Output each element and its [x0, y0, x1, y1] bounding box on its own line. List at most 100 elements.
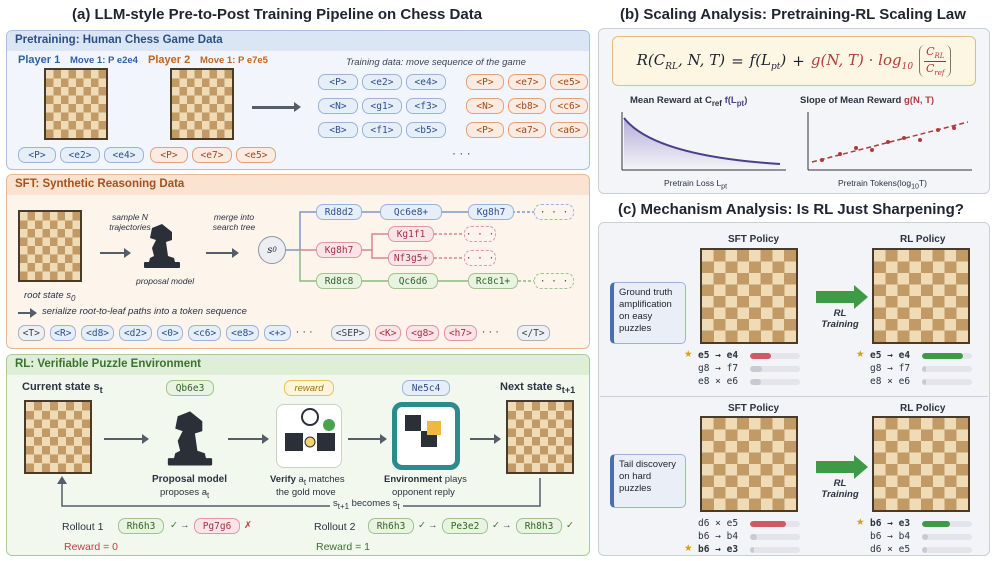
- rl-training-label-1: RL Training: [821, 308, 859, 330]
- sft-policy-title-2: SFT Policy: [728, 403, 780, 414]
- proposed-move: Qb6e3: [166, 380, 214, 396]
- rollout2-arrow: →: [428, 520, 438, 531]
- case1-label: Ground truth amplification on easy puzzl…: [610, 282, 686, 344]
- probability-fill: [922, 521, 950, 527]
- reward2: Reward = 1: [316, 541, 370, 553]
- pretrain-token: <N>: [318, 98, 358, 114]
- env-move: Ne5c4: [402, 380, 450, 396]
- verify-label-2: the gold move: [276, 487, 336, 498]
- rollout1-check: ✓: [170, 520, 178, 531]
- root-state-label: root state s0: [24, 290, 76, 303]
- sequence-ellipsis: · · ·: [295, 326, 313, 338]
- sequence-token: <d8>: [81, 325, 114, 341]
- player1-label: Player 1: [18, 54, 61, 66]
- probability-bar: [750, 366, 800, 372]
- plot2-scatter: [807, 112, 972, 171]
- tree-node: Qc6d6: [388, 273, 438, 289]
- chessboard-player1: [44, 68, 108, 140]
- rollout2-move: Rh8h3: [516, 518, 562, 534]
- probability-bar: [922, 366, 972, 372]
- star-icon: ★: [684, 543, 693, 554]
- rollout1-cross: ✗: [244, 520, 252, 531]
- tree-node: Kg1f1: [388, 226, 434, 242]
- case2-label: Tail discovery on hard puzzles: [610, 454, 686, 508]
- plot1-xlabel: Pretrain Loss Lpt: [664, 178, 728, 191]
- star-icon: ★: [684, 349, 693, 360]
- pretrain-token: <P>: [466, 74, 504, 90]
- p2-token: <e7>: [192, 147, 232, 163]
- knight-icon: [138, 218, 186, 270]
- sft-board-hard: [700, 416, 798, 512]
- rollout2-move: Rh6h3: [368, 518, 414, 534]
- probability-fill: [750, 379, 761, 385]
- rl-board-hard: [872, 416, 970, 512]
- knight-icon: [158, 404, 222, 468]
- probability-bar: [750, 547, 800, 553]
- rl-training-label-2: RL Training: [821, 478, 859, 500]
- tree-node: Rc8c1+: [468, 273, 518, 289]
- tree-node: Rd8d2: [316, 204, 362, 220]
- sequence-token: <T>: [18, 325, 45, 341]
- verify-icon: [276, 404, 342, 468]
- plot1-title: Mean Reward at Cref f(Lpt): [630, 95, 748, 108]
- star-icon: ★: [856, 517, 865, 528]
- probability-bar: [922, 547, 972, 553]
- pretrain-token: <a6>: [550, 122, 588, 138]
- sequence-ellipsis: · · ·: [481, 326, 499, 338]
- sequence-token: <g8>: [406, 325, 439, 341]
- rl-arrow-3: [348, 434, 387, 444]
- player1-move: Move 1: P e2e4: [70, 55, 138, 66]
- rl-arrow-4: [470, 434, 501, 444]
- rollout2-check: ✓: [566, 520, 574, 531]
- rl-arrow-1: [104, 434, 149, 444]
- probability-bar: [922, 379, 972, 385]
- becomes-label: st+1 becomes st: [330, 498, 403, 511]
- verify-label: Verify at matches: [270, 474, 345, 487]
- rollout1-arrow: →: [180, 520, 190, 531]
- proposal-model-sub: proposes at: [160, 487, 210, 500]
- env-label-2: opponent reply: [392, 487, 455, 498]
- pretraining-ellipsis: · · ·: [452, 146, 471, 160]
- next-state-board: [506, 400, 574, 474]
- rl-header: RL: Verifiable Puzzle Environment: [7, 355, 589, 375]
- rollout2-label: Rollout 2: [314, 521, 356, 533]
- probability-bar: [922, 521, 972, 527]
- pretrain-token: <e4>: [406, 74, 446, 90]
- probability-fill: [750, 547, 754, 553]
- p2-token: <P>: [150, 147, 188, 163]
- policy-move: d6 × e5: [870, 544, 911, 555]
- policy-move: e8 × e6: [698, 376, 739, 387]
- pretrain-token: <e7>: [508, 74, 546, 90]
- policy-move: g8 → f7: [698, 363, 739, 374]
- sequence-token: </T>: [516, 325, 550, 341]
- policy-move: e5 → e4: [698, 350, 739, 361]
- probability-bar: [750, 534, 800, 540]
- sequence-token: <SEP>: [330, 325, 370, 341]
- rollout1-move: Rh6h3: [118, 518, 164, 534]
- rollout2-arrow: →: [502, 520, 512, 531]
- proposal-model-label: proposal model: [136, 276, 195, 286]
- next-state-label: Next state st+1: [500, 381, 576, 396]
- player2-move: Move 1: P e7e5: [200, 55, 268, 66]
- sft-header: SFT: Synthetic Reasoning Data: [7, 175, 589, 195]
- sequence-token: <0>: [156, 325, 184, 341]
- probability-fill: [750, 534, 757, 540]
- rollout2-check: ✓: [418, 520, 426, 531]
- sft-panel: SFT: Synthetic Reasoning Data: [6, 174, 590, 349]
- policy-move: e5 → e4: [870, 350, 911, 361]
- probability-bar: [922, 353, 972, 359]
- rollout2-move: Pe3e2: [442, 518, 488, 534]
- probability-fill: [922, 353, 963, 359]
- proposal-model-title: Proposal model: [152, 474, 228, 485]
- tree-node: Kg8h7: [316, 242, 362, 258]
- environment-icon: [392, 402, 460, 470]
- probability-fill: [922, 379, 926, 385]
- policy-move: d6 × e5: [698, 518, 739, 529]
- plot2-title: Slope of Mean Reward g(N, T): [800, 95, 935, 106]
- pretrain-token: <P>: [466, 122, 504, 138]
- serialize-label: serialize root-to-leaf paths into a toke…: [42, 306, 247, 317]
- merge-arrow: [206, 248, 239, 258]
- rl-training-arrowhead-1: [854, 285, 868, 309]
